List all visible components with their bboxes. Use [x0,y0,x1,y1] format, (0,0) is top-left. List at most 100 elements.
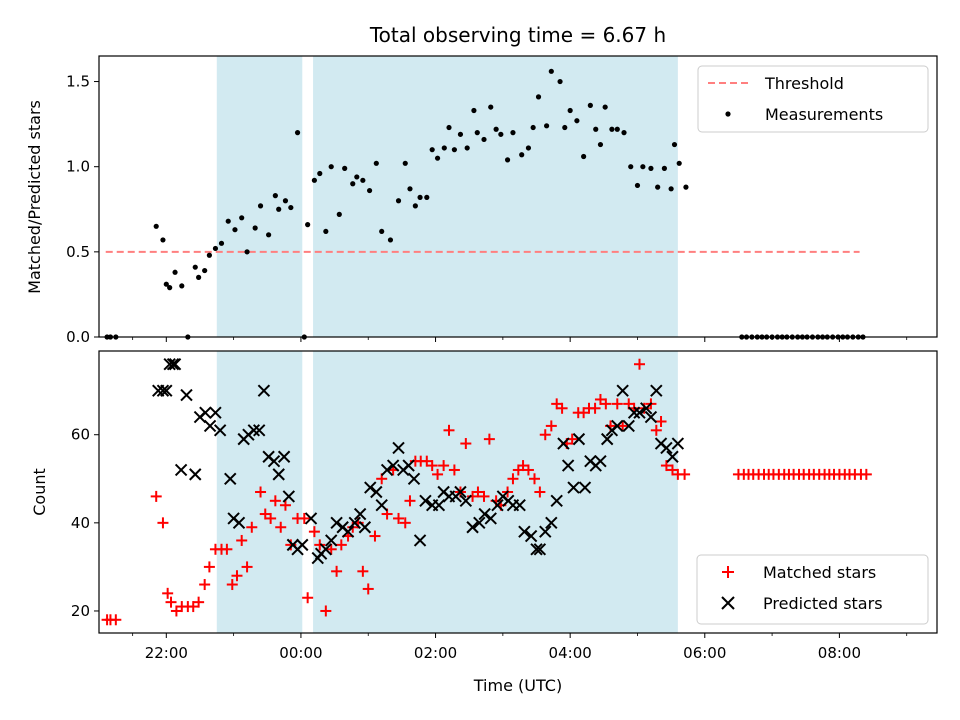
matched-star-point [660,460,672,472]
predicted-star-point [572,432,586,446]
top-y-ticks: 0.0 0.5 1.0 1.5 [66,73,99,346]
x-axis-label: Time (UTC) [473,676,562,695]
predicted-star-point [557,437,570,450]
predicted-star-point [533,543,547,556]
matched-star-point [246,521,258,533]
measurement-point [360,177,366,183]
measurement-point [557,78,563,85]
measurement-point [661,165,667,171]
measurement-point [225,218,231,224]
predicted-star-point [168,358,182,371]
legend-threshold-label: Threshold [764,74,844,93]
top-y-tick-label-2: 1.0 [66,158,90,176]
measurement-point [655,184,661,190]
measurement-point [294,130,301,136]
matched-star-point [199,579,211,591]
matched-star-point [545,420,557,432]
x-tick-label-4: 06:00 [683,644,726,662]
matched-star-point [150,490,162,502]
predicted-star-point [666,450,679,463]
predicted-star-point [358,521,372,534]
matched-star-point [600,398,612,410]
measurement-point [574,118,580,124]
measurement-point [535,94,542,100]
predicted-star-point [156,384,170,397]
predicted-star-point [473,516,486,530]
measurement-point [424,194,430,200]
measurement-point [252,225,258,231]
matched-star-point [265,512,277,524]
predicted-star-point [671,437,685,450]
matched-star-point [314,539,326,551]
measurement-point [593,126,599,132]
predicted-star-point [380,463,394,477]
predicted-star-point [600,432,614,446]
predicted-star-point [272,468,285,481]
matched-star-point [539,429,551,441]
measurement-point [163,281,169,287]
predicted-star-point [407,472,421,485]
matched-star-point [331,565,343,577]
predicted-star-point [252,424,266,437]
measurement-point [412,203,418,209]
measurement-point [544,123,550,129]
measurement-point [504,157,511,163]
predicted-star-point [213,424,227,437]
predicted-star-point [594,454,607,468]
predicted-star-point [267,454,281,468]
predicted-star-point [419,494,432,508]
x-tick-label-2: 02:00 [414,644,457,662]
predicted-star-point [518,525,531,538]
predicted-star-point [413,534,427,547]
legend-predicted-swatch [721,596,735,610]
measurement-point [272,193,278,199]
measurement-point [548,68,554,74]
predicted-star-point [633,406,646,419]
measurement-point [668,186,674,192]
measurement-point [328,164,334,170]
measurement-point [379,228,385,235]
measurement-point [434,155,441,161]
predicted-star-point [513,499,526,512]
top-y-tick-label-0: 0.0 [66,328,90,346]
measurement-point [683,184,689,190]
matched-star-point [556,402,568,414]
measurement-point [567,107,573,114]
matched-star-point [438,460,450,472]
matched-star-point [236,534,248,546]
legend-predicted-label: Predicted stars [763,594,883,613]
measurement-point [366,187,373,194]
matched-star-point [432,468,444,480]
matched-star-point [193,596,205,608]
measurement-point [614,126,620,132]
measurement-point [212,245,219,252]
measurement-point [350,181,356,187]
measurement-point [373,160,379,166]
measurement-point [471,107,477,114]
measurement-point [530,124,536,131]
measurement-point [160,237,166,243]
matched-star-point [534,486,546,498]
predicted-star-point [166,358,180,371]
measurement-point [481,136,487,143]
predicted-star-point [163,358,176,371]
bottom-y-tick-label-1: 40 [71,514,90,532]
measurement-point [206,252,212,258]
measurement-point [609,126,615,132]
predicted-star-point [524,529,538,543]
predicted-star-point [257,384,271,397]
measurement-point [457,131,464,137]
predicted-star-point [386,459,400,472]
measurement-point [342,165,348,171]
matched-star-point [589,402,601,414]
predicted-star-point [650,384,663,397]
measurement-point [621,130,627,136]
measurement-point [581,153,587,160]
predicted-star-point [616,384,629,397]
predicted-star-point [644,410,658,424]
matched-star-point [483,433,495,445]
matched-star-point [460,438,472,450]
measurement-point [153,223,159,229]
top-shaded-intervals [216,56,678,337]
